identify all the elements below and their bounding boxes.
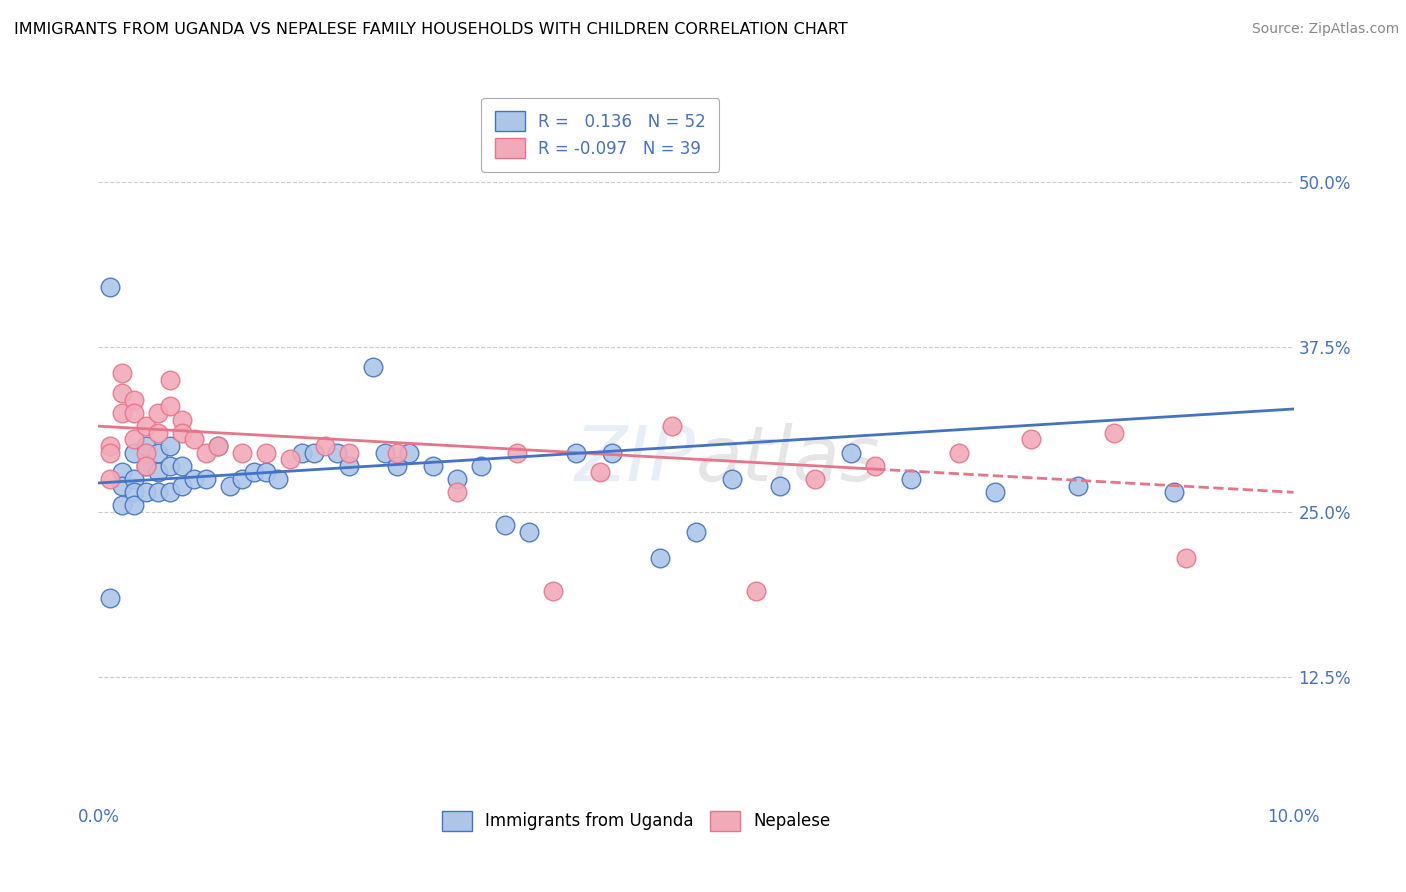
Point	[135, 485, 157, 500]
Point	[148, 425, 170, 440]
Point	[135, 458, 157, 473]
Point	[148, 406, 170, 420]
Point	[124, 499, 146, 513]
Point	[841, 445, 863, 459]
Point	[135, 419, 157, 434]
Point	[385, 445, 409, 459]
Point	[148, 466, 170, 480]
Point	[721, 472, 744, 486]
Point	[98, 439, 122, 453]
Point	[339, 445, 361, 459]
Point	[183, 472, 205, 486]
Point	[1104, 425, 1126, 440]
Point	[517, 524, 540, 539]
Point	[207, 439, 229, 453]
Point	[124, 485, 146, 500]
Point	[111, 499, 134, 513]
Point	[589, 466, 612, 480]
Point	[159, 485, 181, 500]
Point	[231, 472, 253, 486]
Point	[422, 458, 444, 473]
Point	[1175, 551, 1198, 566]
Point	[1163, 485, 1185, 500]
Point	[602, 445, 624, 459]
Point	[231, 445, 253, 459]
Point	[159, 458, 181, 473]
Point	[506, 445, 529, 459]
Point	[135, 458, 157, 473]
Point	[183, 433, 205, 447]
Point	[98, 591, 122, 605]
Text: ZIP: ZIP	[575, 424, 696, 497]
Point	[446, 472, 468, 486]
Point	[124, 472, 146, 486]
Point	[254, 445, 277, 459]
Point	[804, 472, 827, 486]
Point	[565, 445, 588, 459]
Point	[243, 466, 266, 480]
Point	[302, 445, 325, 459]
Text: Source: ZipAtlas.com: Source: ZipAtlas.com	[1251, 22, 1399, 37]
Point	[291, 445, 314, 459]
Point	[363, 359, 385, 374]
Point	[111, 466, 134, 480]
Point	[254, 466, 277, 480]
Point	[398, 445, 420, 459]
Point	[326, 445, 349, 459]
Point	[984, 485, 1007, 500]
Point	[385, 458, 409, 473]
Point	[111, 406, 134, 420]
Text: IMMIGRANTS FROM UGANDA VS NEPALESE FAMILY HOUSEHOLDS WITH CHILDREN CORRELATION C: IMMIGRANTS FROM UGANDA VS NEPALESE FAMIL…	[14, 22, 848, 37]
Point	[172, 412, 194, 426]
Point	[267, 472, 290, 486]
Point	[207, 439, 229, 453]
Point	[470, 458, 492, 473]
Point	[148, 445, 170, 459]
Point	[1067, 478, 1090, 492]
Point	[98, 445, 122, 459]
Point	[865, 458, 887, 473]
Point	[195, 472, 218, 486]
Point	[1019, 433, 1042, 447]
Point	[278, 452, 301, 467]
Point	[745, 584, 768, 599]
Point	[124, 392, 146, 407]
Point	[446, 485, 468, 500]
Point	[339, 458, 361, 473]
Point	[172, 478, 194, 492]
Point	[124, 406, 146, 420]
Point	[98, 280, 122, 294]
Point	[374, 445, 396, 459]
Point	[135, 445, 157, 459]
Point	[195, 445, 218, 459]
Point	[219, 478, 242, 492]
Point	[111, 367, 134, 381]
Point	[494, 518, 516, 533]
Point	[315, 439, 337, 453]
Point	[124, 445, 146, 459]
Point	[541, 584, 564, 599]
Text: atlas: atlas	[696, 424, 880, 497]
Point	[159, 373, 181, 387]
Point	[172, 458, 194, 473]
Point	[661, 419, 683, 434]
Point	[948, 445, 970, 459]
Point	[111, 386, 134, 401]
Point	[685, 524, 707, 539]
Point	[124, 433, 146, 447]
Point	[111, 478, 134, 492]
Point	[159, 400, 181, 414]
Point	[769, 478, 792, 492]
Point	[159, 439, 181, 453]
Legend: Immigrants from Uganda, Nepalese: Immigrants from Uganda, Nepalese	[429, 797, 844, 845]
Point	[172, 425, 194, 440]
Point	[135, 439, 157, 453]
Point	[98, 472, 122, 486]
Point	[900, 472, 922, 486]
Point	[650, 551, 672, 566]
Point	[148, 485, 170, 500]
